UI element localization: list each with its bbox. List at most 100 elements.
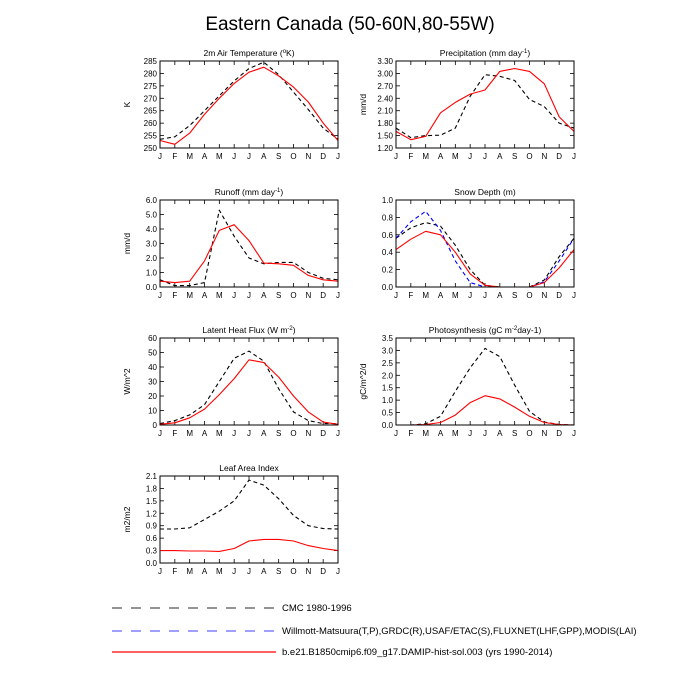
ytick-label-pr-1: 1.50	[377, 132, 393, 141]
ytick-label-lhf-3: 30	[148, 378, 157, 387]
ytick-label-gpp-5: 2.5	[382, 359, 394, 368]
xtick-label-tas-2: M	[186, 152, 193, 161]
legend-line-cmc	[112, 607, 276, 609]
ytick-label-runoff-6: 6.0	[146, 196, 158, 205]
xtick-label-runoff-6: J	[247, 291, 251, 300]
xtick-label-pr-11: D	[556, 152, 562, 161]
ytick-label-pr-5: 2.70	[377, 82, 393, 91]
ytick-label-lhf-1: 10	[148, 407, 157, 416]
xtick-label-gpp-0: J	[394, 429, 398, 438]
panel-title-runoff: Runoff (mm day-1)	[215, 187, 284, 197]
xtick-label-gpp-11: D	[556, 429, 562, 438]
ytick-label-gpp-3: 1.5	[382, 384, 394, 393]
xtick-label-snowdepth-4: M	[452, 291, 459, 300]
xtick-label-snowdepth-8: S	[512, 291, 517, 300]
xtick-label-gpp-10: N	[541, 429, 547, 438]
xtick-label-lhf-12: J	[336, 429, 340, 438]
ytick-label-gpp-1: 0.5	[382, 409, 394, 418]
legend-item-cmc: CMC 1980-1996	[110, 602, 670, 618]
plot-frame-runoff	[159, 199, 339, 288]
xtick-label-pr-7: A	[497, 152, 503, 161]
panel-title-main-pr: Precipitation (mm day	[440, 48, 523, 58]
ylabel-tas: K	[122, 101, 132, 107]
ylabel-lhf: W/m^2	[122, 368, 132, 394]
panels: 2m Air Temperature (oK) K 250 255 260 265 270 2…	[122, 48, 576, 576]
xtick-label-runoff-7: A	[261, 291, 267, 300]
xtick-label-snowdepth-6: J	[483, 291, 487, 300]
xtick-label-lhf-6: J	[247, 429, 251, 438]
xtick-label-tas-1: F	[172, 152, 177, 161]
panel-title-end-runoff: )	[280, 187, 283, 197]
xtick-label-lai-12: J	[336, 567, 340, 576]
ytick-label-lai-5: 1.5	[146, 497, 158, 506]
panel-title-main-snowdepth: Snow Depth (m)	[454, 187, 516, 197]
ytick-label-runoff-0: 0.0	[146, 283, 158, 292]
xtick-label-tas-9: O	[290, 152, 296, 161]
ytick-label-lai-7: 2.1	[146, 472, 158, 481]
xtick-label-lai-3: A	[202, 567, 208, 576]
xtick-label-tas-11: D	[320, 152, 326, 161]
panel-title-gpp: Photosynthesis (gC m-2day-1)	[429, 325, 542, 335]
panel-pr: Precipitation (mm day-1) mm/d 1.20 1.50 1.80…	[358, 48, 576, 161]
ytick-label-lai-1: 0.3	[146, 547, 158, 556]
xtick-label-lai-9: O	[290, 567, 296, 576]
panel-title-main-lai: Leaf Area Index	[219, 463, 279, 473]
xtick-label-tas-6: J	[247, 152, 251, 161]
xtick-label-snowdepth-2: M	[422, 291, 429, 300]
panel-title-end-gpp: day-1)	[517, 325, 541, 335]
ylabel-lai: m2/m2	[122, 506, 132, 532]
xtick-label-runoff-5: J	[232, 291, 236, 300]
ytick-label-pr-6: 3.00	[377, 69, 393, 78]
xtick-label-lhf-9: O	[290, 429, 296, 438]
ytick-label-snowdepth-3: 0.6	[382, 231, 394, 240]
xtick-label-runoff-8: S	[276, 291, 281, 300]
plot-frame-lai	[159, 475, 339, 564]
xtick-label-lhf-8: S	[276, 429, 281, 438]
ytick-label-tas-0: 250	[144, 144, 158, 153]
ytick-label-snowdepth-1: 0.2	[382, 266, 394, 275]
ytick-label-tas-2: 260	[144, 119, 158, 128]
panel-title-sup-runoff: -1	[275, 188, 281, 194]
xtick-label-lhf-7: A	[261, 429, 267, 438]
xtick-label-lhf-11: D	[320, 429, 326, 438]
xtick-label-tas-8: S	[276, 152, 281, 161]
xtick-label-pr-8: S	[512, 152, 517, 161]
ytick-label-tas-5: 275	[144, 82, 158, 91]
ytick-label-gpp-0: 0.0	[382, 421, 394, 430]
xtick-label-snowdepth-9: O	[526, 291, 532, 300]
ytick-label-snowdepth-0: 0.0	[382, 283, 394, 292]
xtick-label-lhf-3: A	[202, 429, 208, 438]
xtick-label-pr-0: J	[394, 152, 398, 161]
series-line-snowdepth-cmc	[395, 222, 575, 288]
xtick-label-lai-10: N	[305, 567, 311, 576]
ytick-label-lai-4: 1.2	[146, 509, 158, 518]
ytick-label-lai-3: 0.9	[146, 522, 158, 531]
xtick-label-lai-2: M	[186, 567, 193, 576]
xtick-label-gpp-6: J	[483, 429, 487, 438]
ytick-label-lai-6: 1.8	[146, 484, 158, 493]
panel-snowdepth: Snow Depth (m)0.00.20.40.60.81.0J F M A M J J A…	[382, 187, 576, 300]
ytick-label-runoff-5: 5.0	[146, 211, 158, 220]
ytick-label-tas-3: 265	[144, 107, 158, 116]
series-line-pr-cmc	[395, 74, 575, 139]
panel-tas: 2m Air Temperature (oK) K 250 255 260 265 270 2…	[122, 48, 340, 161]
ytick-label-tas-6: 280	[144, 69, 158, 78]
series-line-gpp-model	[396, 395, 575, 426]
ytick-label-tas-1: 255	[144, 132, 158, 141]
xtick-label-lhf-10: N	[305, 429, 311, 438]
xtick-label-pr-12: J	[572, 152, 576, 161]
xtick-label-runoff-1: F	[172, 291, 177, 300]
series-line-runoff-cmc	[159, 209, 339, 287]
ytick-label-gpp-7: 3.5	[382, 334, 394, 343]
xtick-label-lai-7: A	[261, 567, 267, 576]
ytick-label-lhf-5: 50	[148, 349, 157, 358]
xtick-label-pr-3: A	[438, 152, 444, 161]
panel-title-lhf: Latent Heat Flux (W m-2)	[202, 325, 295, 335]
xtick-label-gpp-9: O	[526, 429, 532, 438]
xtick-label-lai-0: J	[158, 567, 162, 576]
ytick-label-snowdepth-4: 0.8	[382, 213, 394, 222]
ytick-label-lai-0: 0.0	[146, 559, 158, 568]
series-line-gpp-cmc	[396, 347, 575, 426]
ytick-label-gpp-4: 2.0	[382, 371, 394, 380]
ytick-label-runoff-2: 2.0	[146, 254, 158, 263]
